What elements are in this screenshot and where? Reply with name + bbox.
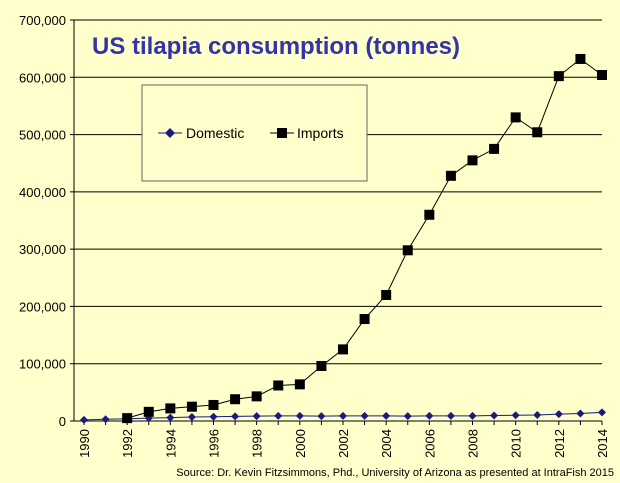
x-tick-label: 1998: [250, 429, 265, 458]
data-point-domestic: [468, 411, 477, 420]
data-point-imports: [467, 155, 478, 166]
data-point-imports: [251, 391, 262, 402]
data-point-domestic: [382, 411, 391, 420]
y-tick-labels: 0 100,000 200,000 300,000 400,000 500,000 600,…: [19, 13, 66, 429]
data-point-domestic: [339, 411, 347, 420]
y-tick-label: 400,000: [19, 185, 66, 200]
y-tick-label: 500,000: [19, 128, 66, 143]
data-point-domestic: [511, 411, 520, 420]
data-point-domestic: [576, 409, 585, 418]
data-point-imports: [165, 403, 176, 414]
data-point-domestic: [598, 408, 606, 417]
x-tick-label: 1996: [207, 429, 222, 458]
data-point-domestic: [295, 411, 304, 420]
data-point-imports: [402, 245, 413, 256]
x-tick-label: 1994: [163, 429, 178, 458]
x-tick-label: 1990: [77, 429, 92, 458]
chart-title: US tilapia consumption (tonnes): [92, 33, 460, 60]
x-tick-label: 2012: [552, 429, 567, 458]
legend: Domestic Imports: [141, 84, 368, 182]
data-point-imports: [338, 344, 348, 355]
x-tick-label: 2008: [466, 429, 481, 458]
y-tick-label: 0: [59, 414, 66, 429]
data-point-imports: [424, 209, 435, 220]
data-point-imports: [575, 53, 586, 64]
data-point-domestic: [166, 413, 175, 422]
data-point-imports: [359, 314, 370, 325]
legend-domestic-marker: [165, 128, 175, 138]
y-tick-label: 100,000: [19, 357, 66, 372]
data-point-imports: [532, 127, 543, 138]
data-point-imports: [186, 401, 197, 412]
data-point-imports: [597, 69, 607, 80]
x-tick-label: 2010: [509, 429, 524, 458]
data-point-domestic: [490, 411, 499, 420]
data-point-domestic: [252, 412, 261, 421]
data-point-domestic: [360, 411, 369, 420]
data-point-domestic: [101, 415, 110, 424]
legend-imports-label: Imports: [297, 125, 344, 141]
data-point-domestic: [231, 412, 240, 421]
x-tick-label: 2014: [595, 429, 610, 458]
data-point-imports: [273, 380, 284, 391]
data-point-imports: [316, 361, 327, 372]
data-point-domestic: [317, 412, 326, 421]
data-point-domestic: [403, 412, 412, 421]
data-point-imports: [489, 143, 500, 154]
data-point-domestic: [446, 411, 455, 420]
data-point-imports: [381, 289, 392, 300]
x-tick-labels: 1990 1992 1994 1996 1998 2000 2002 2004 2006 2008…: [77, 429, 610, 458]
source-note: Source: Dr. Kevin Fitzsimmons, Phd., Uni…: [176, 467, 614, 479]
data-point-imports: [294, 379, 305, 390]
y-tick-label: 300,000: [19, 242, 66, 257]
data-point-domestic: [425, 411, 434, 420]
data-point-domestic: [533, 410, 542, 419]
y-tick-label: 200,000: [19, 299, 66, 314]
legend-domestic-label: Domestic: [186, 125, 244, 141]
data-point-imports: [445, 170, 456, 181]
x-tick-label: 1992: [120, 429, 135, 458]
x-tick-label: 2006: [422, 429, 437, 458]
data-point-domestic: [274, 411, 283, 420]
data-point-domestic: [209, 412, 218, 421]
y-tick-label: 600,000: [19, 70, 66, 85]
data-point-domestic: [554, 410, 563, 419]
data-point-imports: [230, 394, 241, 405]
x-tick-label: 2002: [336, 429, 351, 458]
data-point-imports: [553, 71, 564, 82]
data-point-imports: [143, 406, 154, 417]
data-point-imports: [208, 399, 219, 410]
x-tick-label: 2000: [293, 429, 308, 458]
gridlines: [70, 19, 603, 425]
data-point-imports: [510, 112, 521, 123]
legend-imports-marker: [277, 128, 287, 138]
data-point-domestic: [80, 415, 88, 424]
series-layer: [80, 53, 607, 424]
data-point-domestic: [187, 412, 196, 421]
y-tick-label: 700,000: [19, 13, 66, 28]
x-tick-label: 2004: [379, 429, 394, 458]
data-point-imports: [122, 413, 133, 424]
